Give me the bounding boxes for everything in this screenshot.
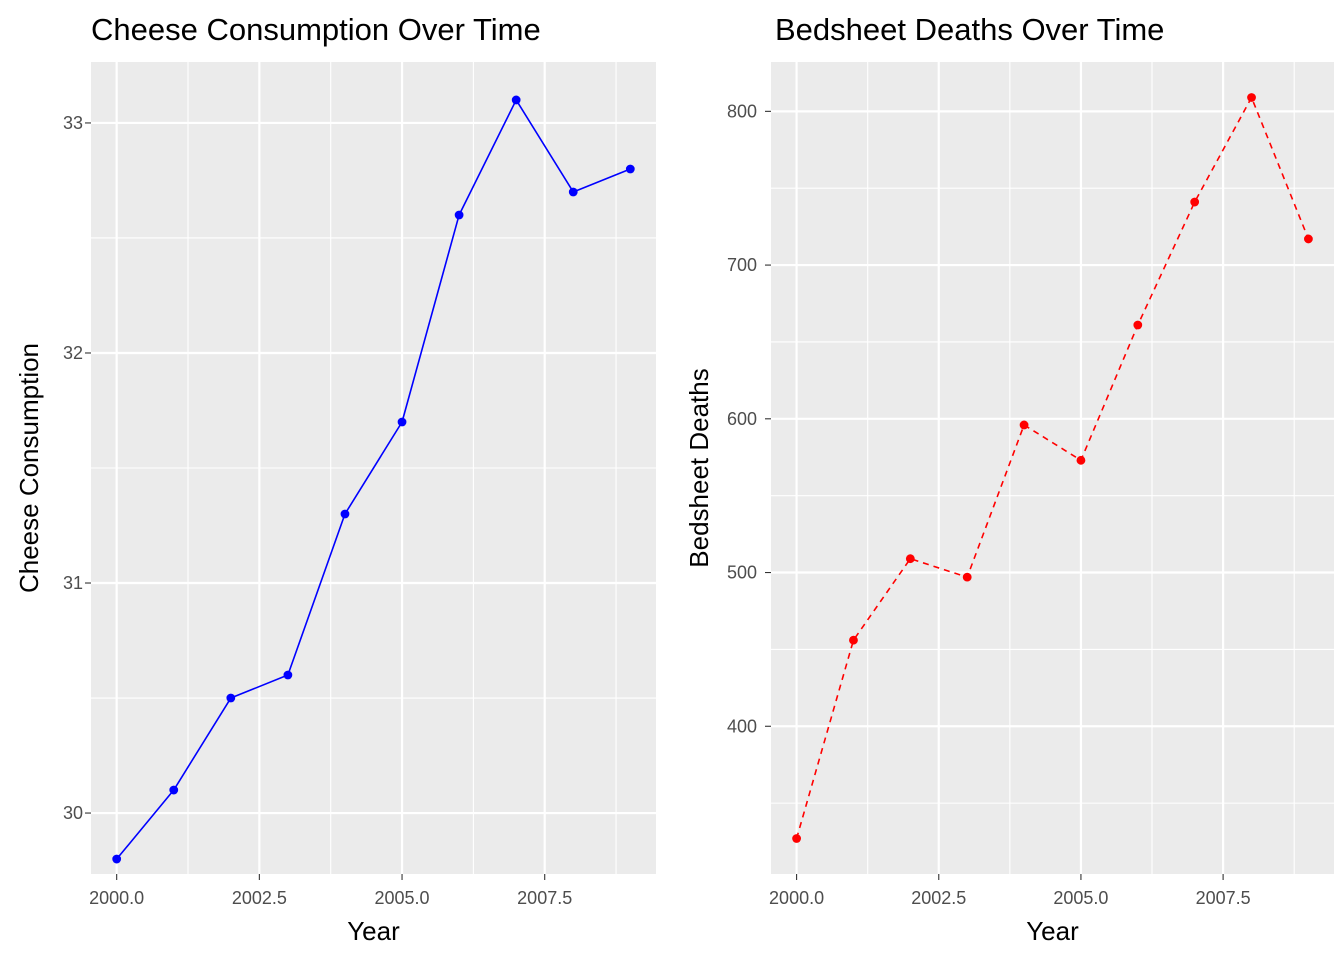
data-point <box>1076 455 1086 465</box>
data-point <box>511 95 521 105</box>
data-point <box>283 670 293 680</box>
x-tick-label: 2002.5 <box>232 888 287 908</box>
x-tick-label: 2000.0 <box>769 888 824 908</box>
data-point <box>340 509 350 519</box>
y-axis-title: Bedsheet Deaths <box>684 368 714 567</box>
x-axis-title: Year <box>1026 916 1079 946</box>
y-tick-label: 600 <box>727 409 757 429</box>
data-point <box>1190 197 1200 207</box>
data-point <box>625 164 635 174</box>
chart-title: Bedsheet Deaths Over Time <box>775 12 1164 47</box>
y-tick-label: 800 <box>727 101 757 121</box>
data-point <box>226 693 236 703</box>
data-point <box>849 635 858 645</box>
x-tick-label: 2005.0 <box>1053 888 1108 908</box>
y-axis-title: Cheese Consumption <box>14 343 44 593</box>
data-point <box>962 572 972 582</box>
data-point <box>112 854 122 864</box>
data-point <box>1133 320 1143 330</box>
data-point <box>169 785 179 795</box>
x-tick-label: 2007.5 <box>1196 888 1251 908</box>
data-point <box>454 210 464 220</box>
bedsheet-deaths-chart: 2000.0 2002.5 2005.0 2007.5 400 500 600 700 800 B… <box>684 12 1334 946</box>
panel-background <box>771 62 1334 874</box>
data-point <box>568 187 578 197</box>
series-line <box>795 96 1310 839</box>
chart-title: Cheese Consumption Over Time <box>91 12 541 47</box>
data-point <box>905 554 915 564</box>
data-point <box>792 834 801 843</box>
x-axis-title: Year <box>347 916 400 946</box>
y-tick-label: 400 <box>727 716 757 736</box>
data-point <box>1304 234 1313 244</box>
y-tick-label: 700 <box>727 255 757 275</box>
x-tick-label: 2002.5 <box>911 888 966 908</box>
y-tick-label: 30 <box>63 803 83 823</box>
data-point <box>1247 93 1256 102</box>
x-tick-label: 2000.0 <box>89 888 144 908</box>
y-tick-label: 32 <box>63 343 83 363</box>
data-point <box>1019 420 1029 430</box>
x-tick-label: 2005.0 <box>375 888 430 908</box>
x-tick-label: 2007.5 <box>517 888 572 908</box>
y-tick-label: 500 <box>727 563 757 583</box>
y-tick-label: 31 <box>63 573 83 593</box>
series-line <box>116 99 631 860</box>
cheese-consumption-chart: 2000.0 2002.5 2005.0 2007.5 30 31 32 33 Cheese C… <box>14 12 656 946</box>
data-point <box>397 417 407 427</box>
y-tick-label: 33 <box>63 113 83 133</box>
